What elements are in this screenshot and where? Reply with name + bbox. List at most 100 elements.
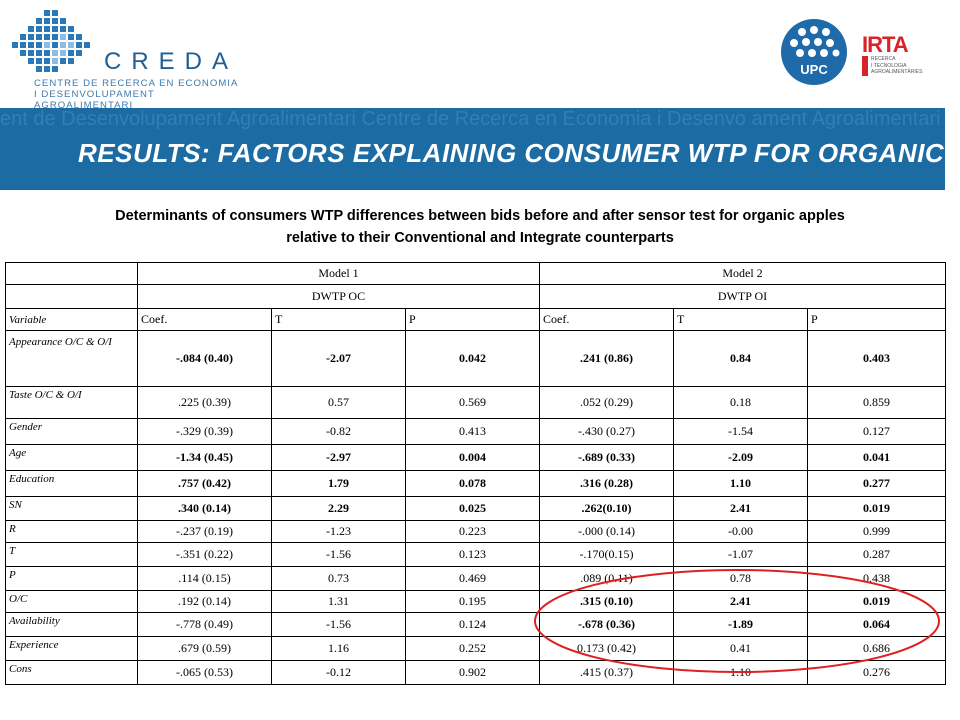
variable-cell: T xyxy=(5,542,138,567)
irta-bar xyxy=(862,56,868,76)
empty-cell xyxy=(5,284,138,309)
table-row: Education .757 (0.42) 1.79 0.078.316 (0.28)… xyxy=(5,470,946,497)
value-cell: 0.041 xyxy=(807,444,946,471)
variable-cell: Availability xyxy=(5,612,138,637)
value-cell: 0.859 xyxy=(807,386,946,419)
column-header-cell: Coef. xyxy=(539,308,674,331)
irta-sub-line-3: AGROALIMENTÀRIES xyxy=(871,69,923,75)
value-cell: -.778 (0.49) xyxy=(137,612,272,637)
table-row: Age -1.34 (0.45) -2.97 0.004 -.689 (0.33) -2.… xyxy=(5,444,946,471)
value-cell: 0.127 xyxy=(807,418,946,445)
variable-cell: O/C xyxy=(5,590,138,613)
irta-wordmark: IRTA xyxy=(862,32,909,57)
value-cell: 0.223 xyxy=(405,520,540,543)
table-caption: Determinants of consumers WTP difference… xyxy=(10,205,950,249)
empty-cell xyxy=(5,262,138,285)
value-cell: .316 (0.28) xyxy=(539,470,674,497)
value-cell: -1.07 xyxy=(673,542,808,567)
value-cell: 0.413 xyxy=(405,418,540,445)
value-cell: 0.902 xyxy=(405,660,540,685)
value-cell: -2.07 xyxy=(271,330,406,387)
value-cell: -1.56 xyxy=(271,612,406,637)
variable-cell: Gender xyxy=(5,418,138,445)
value-cell: 0.73 xyxy=(271,566,406,591)
value-cell: .757 (0.42) xyxy=(137,470,272,497)
variable-cell: Age xyxy=(5,444,138,471)
value-cell: 0.57 xyxy=(271,386,406,419)
value-cell: -.678 (0.36) xyxy=(539,612,674,637)
table-caption-line-1: Determinants of consumers WTP difference… xyxy=(115,208,845,224)
value-cell: .679 (0.59) xyxy=(137,636,272,661)
value-cell: -.689 (0.33) xyxy=(539,444,674,471)
value-cell: .415 (0.37) xyxy=(539,660,674,685)
value-cell: .114 (0.15) xyxy=(137,566,272,591)
table-row: Taste O/C & O/I .225 (0.39) 0.57 0.569.052 … xyxy=(5,386,946,419)
value-cell: .241 (0.86) xyxy=(539,330,674,387)
value-cell: .089 (0.11) xyxy=(539,566,674,591)
upc-logo: UPC xyxy=(781,19,847,85)
value-cell: -1.56 xyxy=(271,542,406,567)
value-cell: -0.82 xyxy=(271,418,406,445)
value-cell: 0.287 xyxy=(807,542,946,567)
column-header-cell: P xyxy=(807,308,946,331)
creda-wordmark: CREDA xyxy=(104,48,239,75)
table-caption-line-2: relative to their Conventional and Integ… xyxy=(286,230,674,246)
dependent-1-header: DWTP OC xyxy=(137,284,540,309)
value-cell: .340 (0.14) xyxy=(137,496,272,521)
variable-cell: R xyxy=(5,520,138,543)
band-background-text: ent de Desenvolupament Agroalimentari Ce… xyxy=(0,108,945,130)
value-cell: .192 (0.14) xyxy=(137,590,272,613)
slide-title: RESULTS: FACTORS EXPLAINING CONSUMER WTP… xyxy=(78,138,945,168)
table-row: Cons -.065 (0.53) -0.12 0.902.415 (0.37) 1.1… xyxy=(5,660,946,685)
creda-subtitle-line-2: I DESENVOLUPAMENT AGROALIMENTARI xyxy=(34,89,155,111)
column-header-row: Variable Coef. T P Coef. T P xyxy=(5,308,946,331)
value-cell: -.430 (0.27) xyxy=(539,418,674,445)
column-header-variable: Variable xyxy=(5,308,138,331)
value-cell: 0.999 xyxy=(807,520,946,543)
upc-label: UPC xyxy=(800,62,828,77)
value-cell: -.329 (0.39) xyxy=(137,418,272,445)
value-cell: -.237 (0.19) xyxy=(137,520,272,543)
value-cell: -.065 (0.53) xyxy=(137,660,272,685)
value-cell: 0.569 xyxy=(405,386,540,419)
results-table: Model 1 Model 2 DWTP OC DWTP OI Variable… xyxy=(5,262,946,685)
model-2-header: Model 2 xyxy=(539,262,946,285)
table-row: R -.237 (0.19) -1.23 0.223 -.000 (0.14) -0.00… xyxy=(5,520,946,543)
value-cell: 0.252 xyxy=(405,636,540,661)
value-cell: 0.469 xyxy=(405,566,540,591)
value-cell: -2.97 xyxy=(271,444,406,471)
value-cell: 0.124 xyxy=(405,612,540,637)
dependent-header-row: DWTP OC DWTP OI xyxy=(5,284,946,309)
value-cell: 0.195 xyxy=(405,590,540,613)
value-cell: 0.078 xyxy=(405,470,540,497)
value-cell: 0.025 xyxy=(405,496,540,521)
value-cell: .225 (0.39) xyxy=(137,386,272,419)
variable-cell: P xyxy=(5,566,138,591)
value-cell: -1.54 xyxy=(673,418,808,445)
irta-sub-line-2: I TECNOLOGIA xyxy=(871,62,907,69)
table-row: Gender -.329 (0.39) -0.82 0.413 -.430 (0.27)… xyxy=(5,418,946,445)
value-cell: 0.403 xyxy=(807,330,946,387)
value-cell: 0.277 xyxy=(807,470,946,497)
variable-cell: Education xyxy=(5,470,138,497)
value-cell: 1.16 xyxy=(271,636,406,661)
irta-sub-line-1: RECERCA xyxy=(871,56,896,62)
value-cell: -.084 (0.40) xyxy=(137,330,272,387)
value-cell: -.170(0.15) xyxy=(539,542,674,567)
variable-cell: Cons xyxy=(5,660,138,685)
column-header-cell: T xyxy=(271,308,406,331)
model-header-row: Model 1 Model 2 xyxy=(5,262,946,285)
creda-logo: CREDA CENTRE DE RECERCA EN ECONOMIA I DE… xyxy=(10,8,250,111)
value-cell: 0.019 xyxy=(807,496,946,521)
model-1-header: Model 1 xyxy=(137,262,540,285)
value-cell: 1.31 xyxy=(271,590,406,613)
value-cell: 0.276 xyxy=(807,660,946,685)
table-row: O/C .192 (0.14) 1.31 0.195.315 (0.10) 2.41 0.… xyxy=(5,590,946,613)
column-header-cell: T xyxy=(673,308,808,331)
variable-cell: Taste O/C & O/I xyxy=(5,386,138,419)
value-cell: 0.123 xyxy=(405,542,540,567)
value-cell: 2.41 xyxy=(673,496,808,521)
value-cell: -1.34 (0.45) xyxy=(137,444,272,471)
table-row: P .114 (0.15) 0.73 0.469.089 (0.11) 0.78 0.43… xyxy=(5,566,946,591)
value-cell: 2.29 xyxy=(271,496,406,521)
